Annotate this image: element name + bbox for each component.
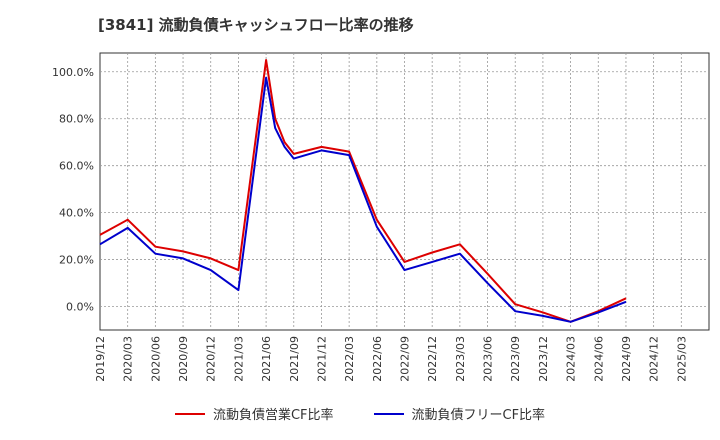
x-axis-tick-labels: 2019/12 2020/03 2020/06 2020/09 2020/12 2021/… [94, 336, 688, 382]
grid [100, 53, 709, 330]
y-tick-label: 20.0% [59, 254, 94, 267]
y-tick-label: 80.0% [59, 113, 94, 126]
series-line-free-cf [99, 76, 627, 323]
legend-item-free-cf: 流動負債フリーCF比率 [373, 404, 546, 423]
x-tick-label: 2023/03 [454, 336, 467, 382]
legend: 流動負債営業CF比率 流動負債フリーCF比率 [0, 404, 720, 423]
x-tick-label: 2022/12 [426, 336, 439, 382]
y-tick-label: 60.0% [59, 160, 94, 173]
x-tick-label: 2024/03 [565, 336, 578, 382]
x-tick-label: 2020/06 [149, 336, 162, 382]
chart-title: [3841] 流動負債キャッシュフロー比率の推移 [98, 16, 414, 34]
y-axis-tick-labels: 0.0% 20.0% 40.0% 60.0% 80.0% 100.0% [52, 66, 94, 314]
y-tick-label: 100.0% [52, 66, 94, 79]
y-tick-label: 0.0% [66, 301, 94, 314]
series-lines [99, 59, 627, 323]
x-tick-label: 2020/03 [122, 336, 135, 382]
x-tick-label: 2022/03 [343, 336, 356, 382]
x-tick-label: 2024/06 [592, 336, 605, 382]
legend-label-operating-cf: 流動負債営業CF比率 [212, 408, 334, 423]
y-tick-label: 40.0% [59, 207, 94, 220]
x-tick-label: 2020/09 [177, 336, 190, 382]
x-tick-label: 2022/09 [399, 336, 412, 382]
legend-label-free-cf: 流動負債フリーCF比率 [411, 408, 546, 423]
x-tick-label: 2025/03 [675, 336, 688, 382]
x-tick-label: 2021/06 [260, 336, 273, 382]
x-tick-label: 2020/12 [205, 336, 218, 382]
x-tick-label: 2024/09 [620, 336, 633, 382]
x-tick-label: 2023/12 [537, 336, 550, 382]
x-tick-label: 2019/12 [94, 336, 107, 382]
x-tick-label: 2021/12 [315, 336, 328, 382]
x-tick-label: 2021/09 [288, 336, 301, 382]
legend-swatch-operating-cf [174, 412, 205, 415]
x-tick-label: 2022/06 [371, 336, 384, 382]
x-tick-label: 2023/06 [482, 336, 495, 382]
legend-swatch-free-cf [373, 412, 404, 415]
series-line-operating-cf [99, 59, 627, 323]
x-tick-label: 2023/09 [509, 336, 522, 382]
legend-item-operating-cf: 流動負債営業CF比率 [174, 404, 334, 423]
x-tick-label: 2024/12 [648, 336, 661, 382]
plot-area [99, 52, 710, 331]
x-tick-label: 2021/03 [232, 336, 245, 382]
